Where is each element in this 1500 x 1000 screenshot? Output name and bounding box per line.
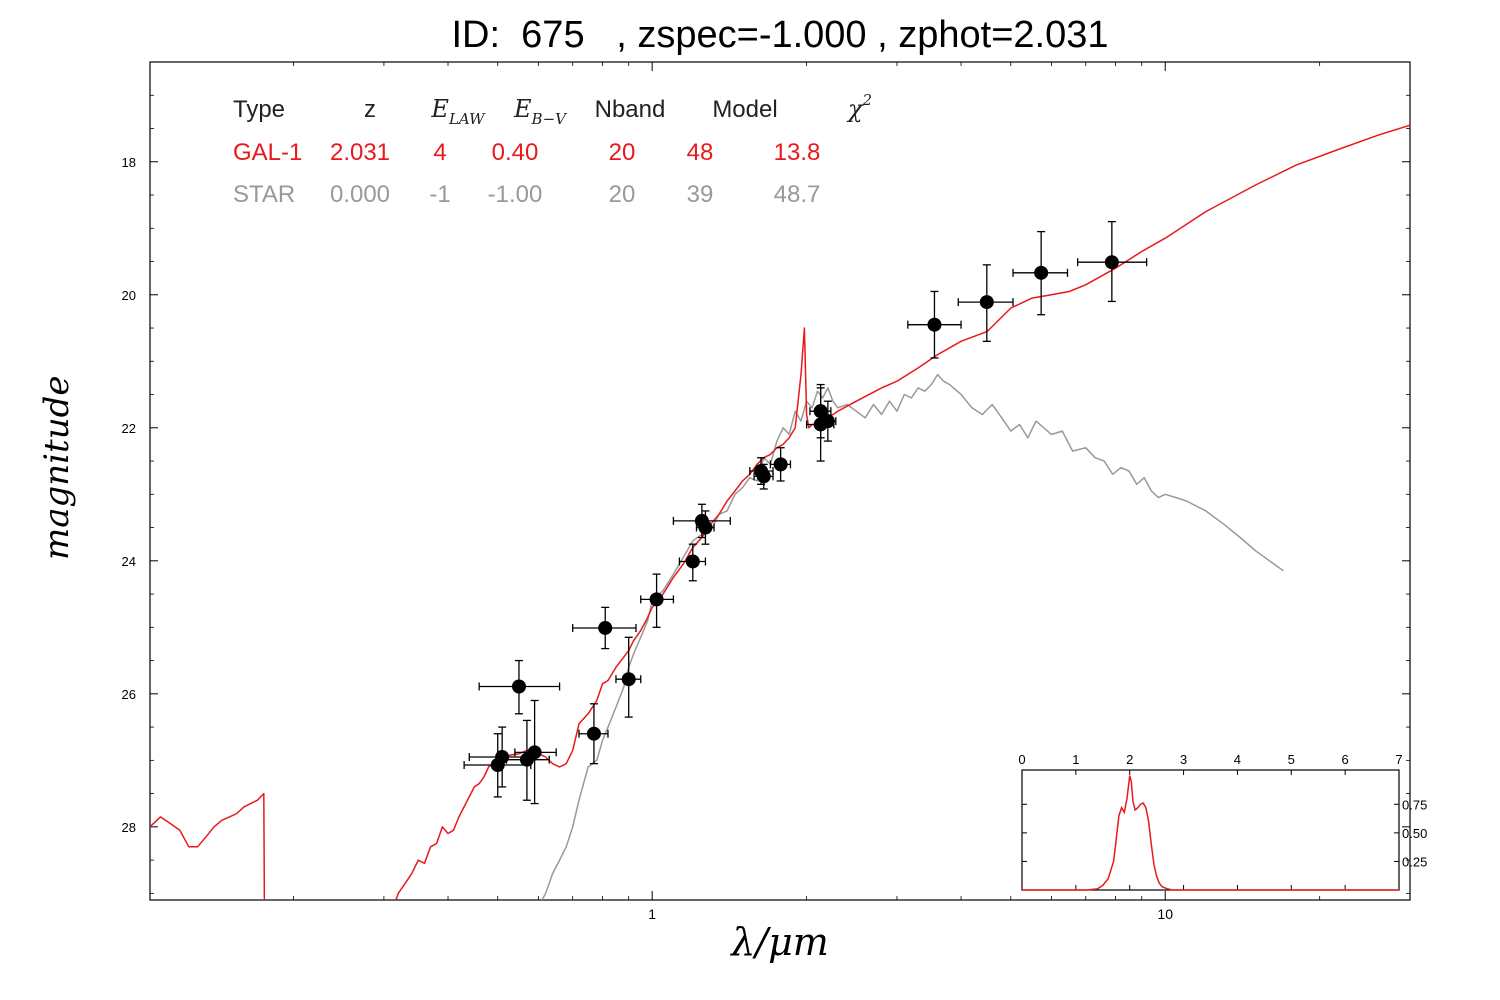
data-marker bbox=[773, 457, 788, 472]
inset-x-tick-label: 0 bbox=[1018, 752, 1025, 767]
legend-cell: -1 bbox=[429, 181, 450, 208]
y-tick-label: 18 bbox=[122, 155, 136, 170]
data-point bbox=[478, 659, 561, 715]
y-tick-label: 24 bbox=[122, 554, 136, 569]
inset-x-tick-label: 5 bbox=[1288, 752, 1295, 767]
data-point bbox=[753, 463, 774, 490]
data-point bbox=[769, 447, 792, 482]
legend-header: z bbox=[364, 96, 376, 123]
legend-header: Nband bbox=[595, 96, 666, 123]
data-point bbox=[615, 636, 642, 718]
data-marker bbox=[527, 745, 542, 760]
legend-cell: 4 bbox=[433, 139, 446, 166]
data-marker bbox=[927, 317, 942, 332]
y-axis-label-text: magnitude bbox=[37, 376, 77, 561]
inset-plot-area bbox=[1021, 769, 1400, 891]
inset-x-tick-label: 2 bbox=[1126, 752, 1133, 767]
y-tick-label: 28 bbox=[122, 820, 136, 835]
legend-cell: 2.031 bbox=[330, 139, 390, 166]
legend-cell: 0.000 bbox=[330, 181, 390, 208]
legend-cell: 48 bbox=[687, 139, 714, 166]
data-marker bbox=[586, 726, 601, 741]
y-tick-label: 26 bbox=[122, 687, 136, 702]
inset-y-tick-label: 0.25 bbox=[1402, 854, 1427, 869]
data-point bbox=[468, 726, 536, 788]
data-marker bbox=[649, 592, 664, 607]
data-point bbox=[572, 606, 637, 650]
inset-x-tick-label: 1 bbox=[1072, 752, 1079, 767]
series-line-gal-1 bbox=[150, 124, 1410, 900]
data-marker bbox=[1104, 255, 1119, 270]
data-marker bbox=[698, 520, 713, 535]
legend-cell: -1.00 bbox=[488, 181, 543, 208]
data-point bbox=[1076, 220, 1148, 303]
legend-header: ELAW bbox=[430, 95, 486, 128]
chart-title: ID: 675 , zspec=-1.000 , zphot=2.031 bbox=[451, 14, 1109, 56]
data-point bbox=[695, 510, 715, 545]
data-marker bbox=[1034, 265, 1049, 280]
legend-cell: 20 bbox=[609, 181, 636, 208]
x-tick-label: 10 bbox=[1157, 906, 1173, 922]
legend-cell: 13.8 bbox=[774, 139, 821, 166]
data-point bbox=[818, 400, 837, 442]
data-marker bbox=[756, 469, 771, 484]
data-point bbox=[907, 290, 962, 359]
legend-cell: 48.7 bbox=[774, 181, 821, 208]
data-point bbox=[640, 573, 675, 628]
inset-x-tick-label: 4 bbox=[1234, 752, 1241, 767]
legend-cell: 20 bbox=[609, 139, 636, 166]
legend-header: Model bbox=[712, 96, 777, 123]
y-axis-label: magnitude bbox=[22, 376, 82, 561]
data-marker bbox=[979, 295, 994, 310]
data-marker bbox=[598, 620, 613, 635]
inset-x-tick-label: 7 bbox=[1395, 752, 1402, 767]
series-line-star bbox=[541, 373, 1284, 900]
data-marker bbox=[495, 750, 510, 765]
inset-pdz-line bbox=[1022, 775, 1399, 891]
legend-header: EB−V bbox=[513, 95, 568, 128]
data-marker bbox=[621, 672, 636, 687]
inset-x-tick-label: 6 bbox=[1342, 752, 1349, 767]
data-point bbox=[514, 699, 557, 805]
data-point bbox=[1012, 230, 1069, 316]
y-tick-label: 20 bbox=[122, 288, 136, 303]
y-tick-label: 22 bbox=[122, 421, 136, 436]
data-marker bbox=[820, 414, 835, 429]
legend-cell: STAR bbox=[233, 181, 295, 208]
data-point bbox=[578, 703, 609, 765]
x-axis-label: λ/μm bbox=[731, 920, 829, 964]
legend-cell: 0.40 bbox=[492, 139, 539, 166]
inset-y-tick-label: 0.50 bbox=[1402, 826, 1427, 841]
legend-header: Type bbox=[233, 96, 285, 123]
legend-cell: 39 bbox=[687, 181, 714, 208]
data-point bbox=[505, 719, 550, 801]
inset-y-tick-label: 0.75 bbox=[1402, 797, 1427, 812]
data-marker bbox=[685, 554, 700, 569]
x-tick-label: 1 bbox=[648, 906, 656, 922]
legend-cell: GAL-1 bbox=[233, 139, 302, 166]
data-marker bbox=[511, 679, 526, 694]
data-point bbox=[678, 543, 707, 582]
inset-x-tick-label: 3 bbox=[1180, 752, 1187, 767]
data-point bbox=[957, 264, 1014, 342]
legend-header: χ2 bbox=[846, 91, 872, 123]
plot-area bbox=[149, 61, 1411, 901]
